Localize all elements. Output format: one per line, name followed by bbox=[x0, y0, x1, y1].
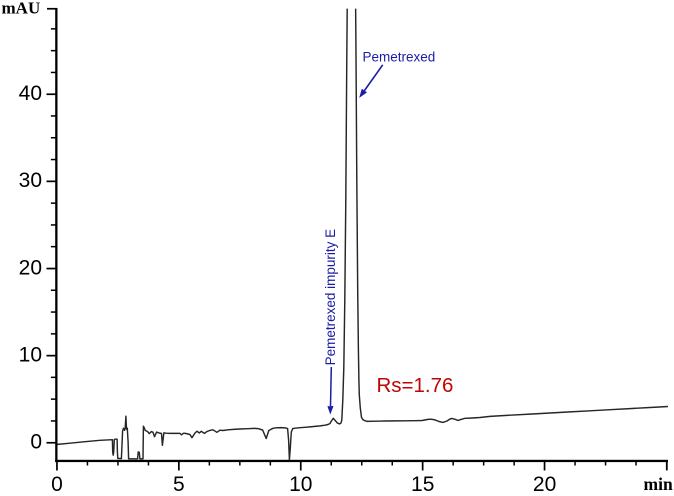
svg-text:15: 15 bbox=[411, 473, 434, 496]
svg-text:0: 0 bbox=[51, 473, 63, 496]
svg-text:Pemetrexed: Pemetrexed bbox=[363, 50, 436, 65]
svg-text:Rs=1.76: Rs=1.76 bbox=[377, 374, 454, 397]
svg-text:mAU: mAU bbox=[2, 0, 41, 18]
svg-text:10: 10 bbox=[289, 473, 312, 496]
svg-text:30: 30 bbox=[19, 169, 42, 192]
svg-text:20: 20 bbox=[19, 256, 42, 279]
svg-text:5: 5 bbox=[173, 473, 185, 496]
svg-text:40: 40 bbox=[19, 82, 42, 105]
svg-text:20: 20 bbox=[533, 473, 556, 496]
svg-text:Pemetrexed impurity E: Pemetrexed impurity E bbox=[323, 229, 338, 366]
svg-text:10: 10 bbox=[19, 344, 42, 367]
svg-text:min: min bbox=[644, 474, 673, 494]
svg-text:0: 0 bbox=[30, 431, 42, 454]
